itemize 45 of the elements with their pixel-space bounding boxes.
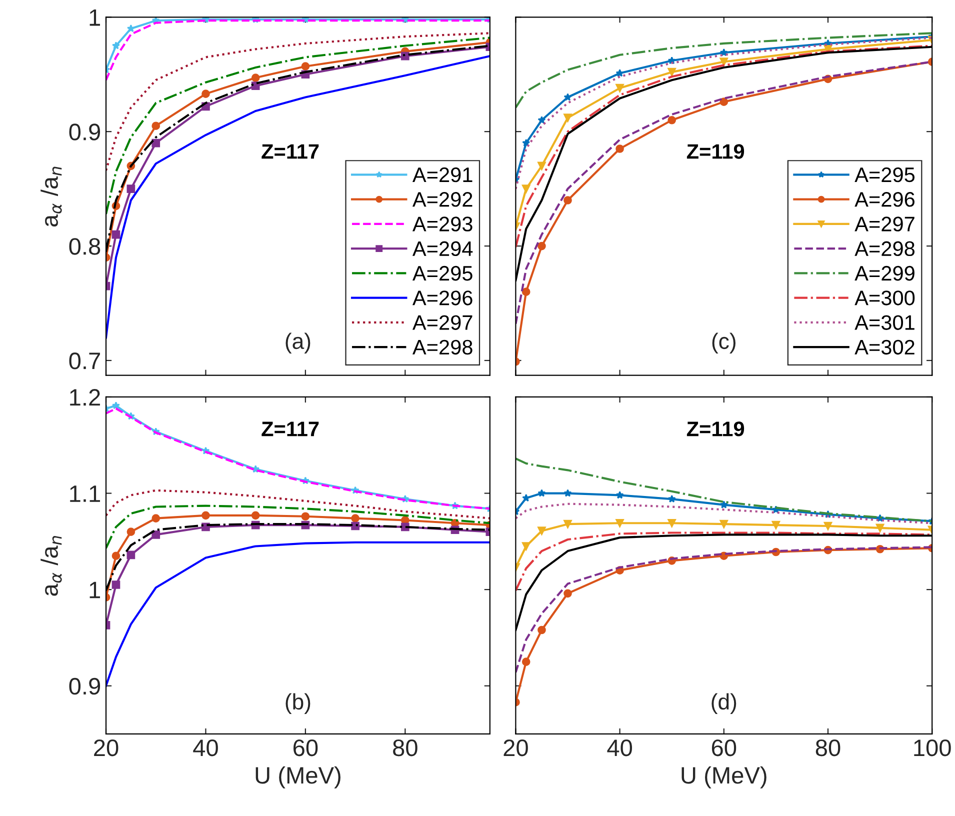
legend-label: A=296	[854, 192, 914, 207]
legend-label: A=301	[854, 315, 914, 330]
y-tick-label: 0.9	[69, 678, 100, 695]
x-tick-label: 20	[94, 739, 118, 756]
x-tick-label: 40	[193, 739, 218, 756]
legend-label: A=302	[854, 340, 914, 355]
y-axis-title: a$_{α}$ /a$_{n}$	[40, 166, 62, 227]
y-axis-title: a$_{α}$ /a$_{n}$	[40, 536, 62, 596]
annotation: (b)	[286, 693, 310, 714]
legend-label: A=298	[854, 241, 915, 256]
legend-label: A=295	[412, 266, 472, 281]
y-tick-label: 1	[90, 582, 100, 598]
x-tick-label: 80	[393, 739, 418, 756]
x-axis-title: U (MeV)	[256, 766, 340, 788]
legend-label: A=292	[412, 192, 472, 207]
x-tick-label: 60	[294, 739, 318, 756]
x-tick-label: 100	[914, 739, 951, 756]
legend-label: A=297	[412, 315, 472, 330]
x-axis-title: U (MeV)	[682, 766, 766, 788]
y-tick-label: 0.7	[69, 352, 100, 370]
x-tick-label: 20	[504, 739, 528, 756]
annotation: Z=119	[686, 144, 744, 159]
x-tick-label: 40	[607, 739, 632, 756]
annotation: (d)	[712, 693, 736, 714]
annotation: (a)	[286, 332, 310, 354]
x-tick-label: 80	[816, 739, 840, 756]
y-tick-label: 1	[90, 9, 100, 26]
legend-label: A=294	[412, 241, 473, 256]
legend-label: A=293	[412, 216, 472, 232]
legend-label: A=296	[412, 290, 472, 306]
annotation: (c)	[712, 332, 736, 354]
y-tick-label: 0.9	[69, 124, 100, 140]
y-tick-label: 1.2	[70, 389, 100, 406]
legend-label: A=300	[854, 290, 915, 306]
legend-label: A=298	[412, 340, 472, 355]
legend-label: A=295	[854, 167, 915, 182]
y-tick-label: 1.1	[70, 486, 100, 502]
legend-label: A=291	[412, 167, 472, 182]
annotation: Z=117	[262, 144, 319, 159]
annotation: Z=117	[262, 422, 319, 436]
y-tick-label: 0.8	[69, 238, 100, 255]
legend-label: A=299	[854, 266, 914, 281]
x-tick-label: 60	[712, 739, 736, 756]
annotation: Z=119	[686, 422, 744, 436]
legend-label: A=297	[854, 216, 914, 232]
